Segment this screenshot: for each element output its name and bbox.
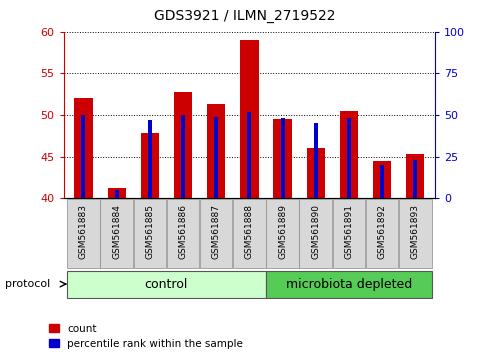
Text: protocol: protocol: [5, 279, 50, 289]
Bar: [280, 118, 284, 198]
Text: GSM561886: GSM561886: [178, 204, 187, 259]
Bar: [406, 154, 424, 198]
Text: GSM561890: GSM561890: [311, 204, 320, 259]
Bar: [372, 161, 390, 198]
FancyBboxPatch shape: [67, 270, 265, 298]
FancyBboxPatch shape: [166, 199, 199, 268]
Bar: [181, 115, 184, 198]
Text: GSM561884: GSM561884: [112, 204, 121, 259]
Legend: count, percentile rank within the sample: count, percentile rank within the sample: [49, 324, 243, 349]
Bar: [114, 190, 119, 198]
Text: GSM561883: GSM561883: [79, 204, 88, 259]
Text: GDS3921 / ILMN_2719522: GDS3921 / ILMN_2719522: [153, 9, 335, 23]
Text: GSM561889: GSM561889: [278, 204, 286, 259]
Bar: [74, 98, 92, 198]
FancyBboxPatch shape: [200, 199, 232, 268]
FancyBboxPatch shape: [133, 199, 166, 268]
Text: GSM561885: GSM561885: [145, 204, 154, 259]
FancyBboxPatch shape: [100, 199, 133, 268]
Bar: [273, 119, 291, 198]
Bar: [147, 120, 151, 198]
FancyBboxPatch shape: [365, 199, 398, 268]
FancyBboxPatch shape: [266, 199, 298, 268]
Text: control: control: [144, 278, 188, 291]
FancyBboxPatch shape: [266, 270, 431, 298]
Bar: [174, 92, 192, 198]
Bar: [346, 118, 350, 198]
Bar: [206, 104, 225, 198]
Bar: [81, 115, 85, 198]
FancyBboxPatch shape: [398, 199, 431, 268]
Bar: [214, 117, 218, 198]
FancyBboxPatch shape: [233, 199, 265, 268]
Bar: [306, 148, 324, 198]
Bar: [313, 124, 317, 198]
FancyBboxPatch shape: [67, 199, 100, 268]
Bar: [141, 133, 159, 198]
Bar: [412, 160, 416, 198]
Text: GSM561892: GSM561892: [377, 204, 386, 259]
Bar: [339, 111, 357, 198]
Text: GSM561891: GSM561891: [344, 204, 353, 259]
Text: GSM561888: GSM561888: [244, 204, 253, 259]
Bar: [240, 40, 258, 198]
FancyBboxPatch shape: [332, 199, 365, 268]
Bar: [379, 165, 384, 198]
Text: GSM561887: GSM561887: [211, 204, 220, 259]
Text: microbiota depleted: microbiota depleted: [285, 278, 411, 291]
Bar: [247, 112, 251, 198]
Bar: [107, 188, 125, 198]
FancyBboxPatch shape: [299, 199, 331, 268]
Text: GSM561893: GSM561893: [410, 204, 419, 259]
